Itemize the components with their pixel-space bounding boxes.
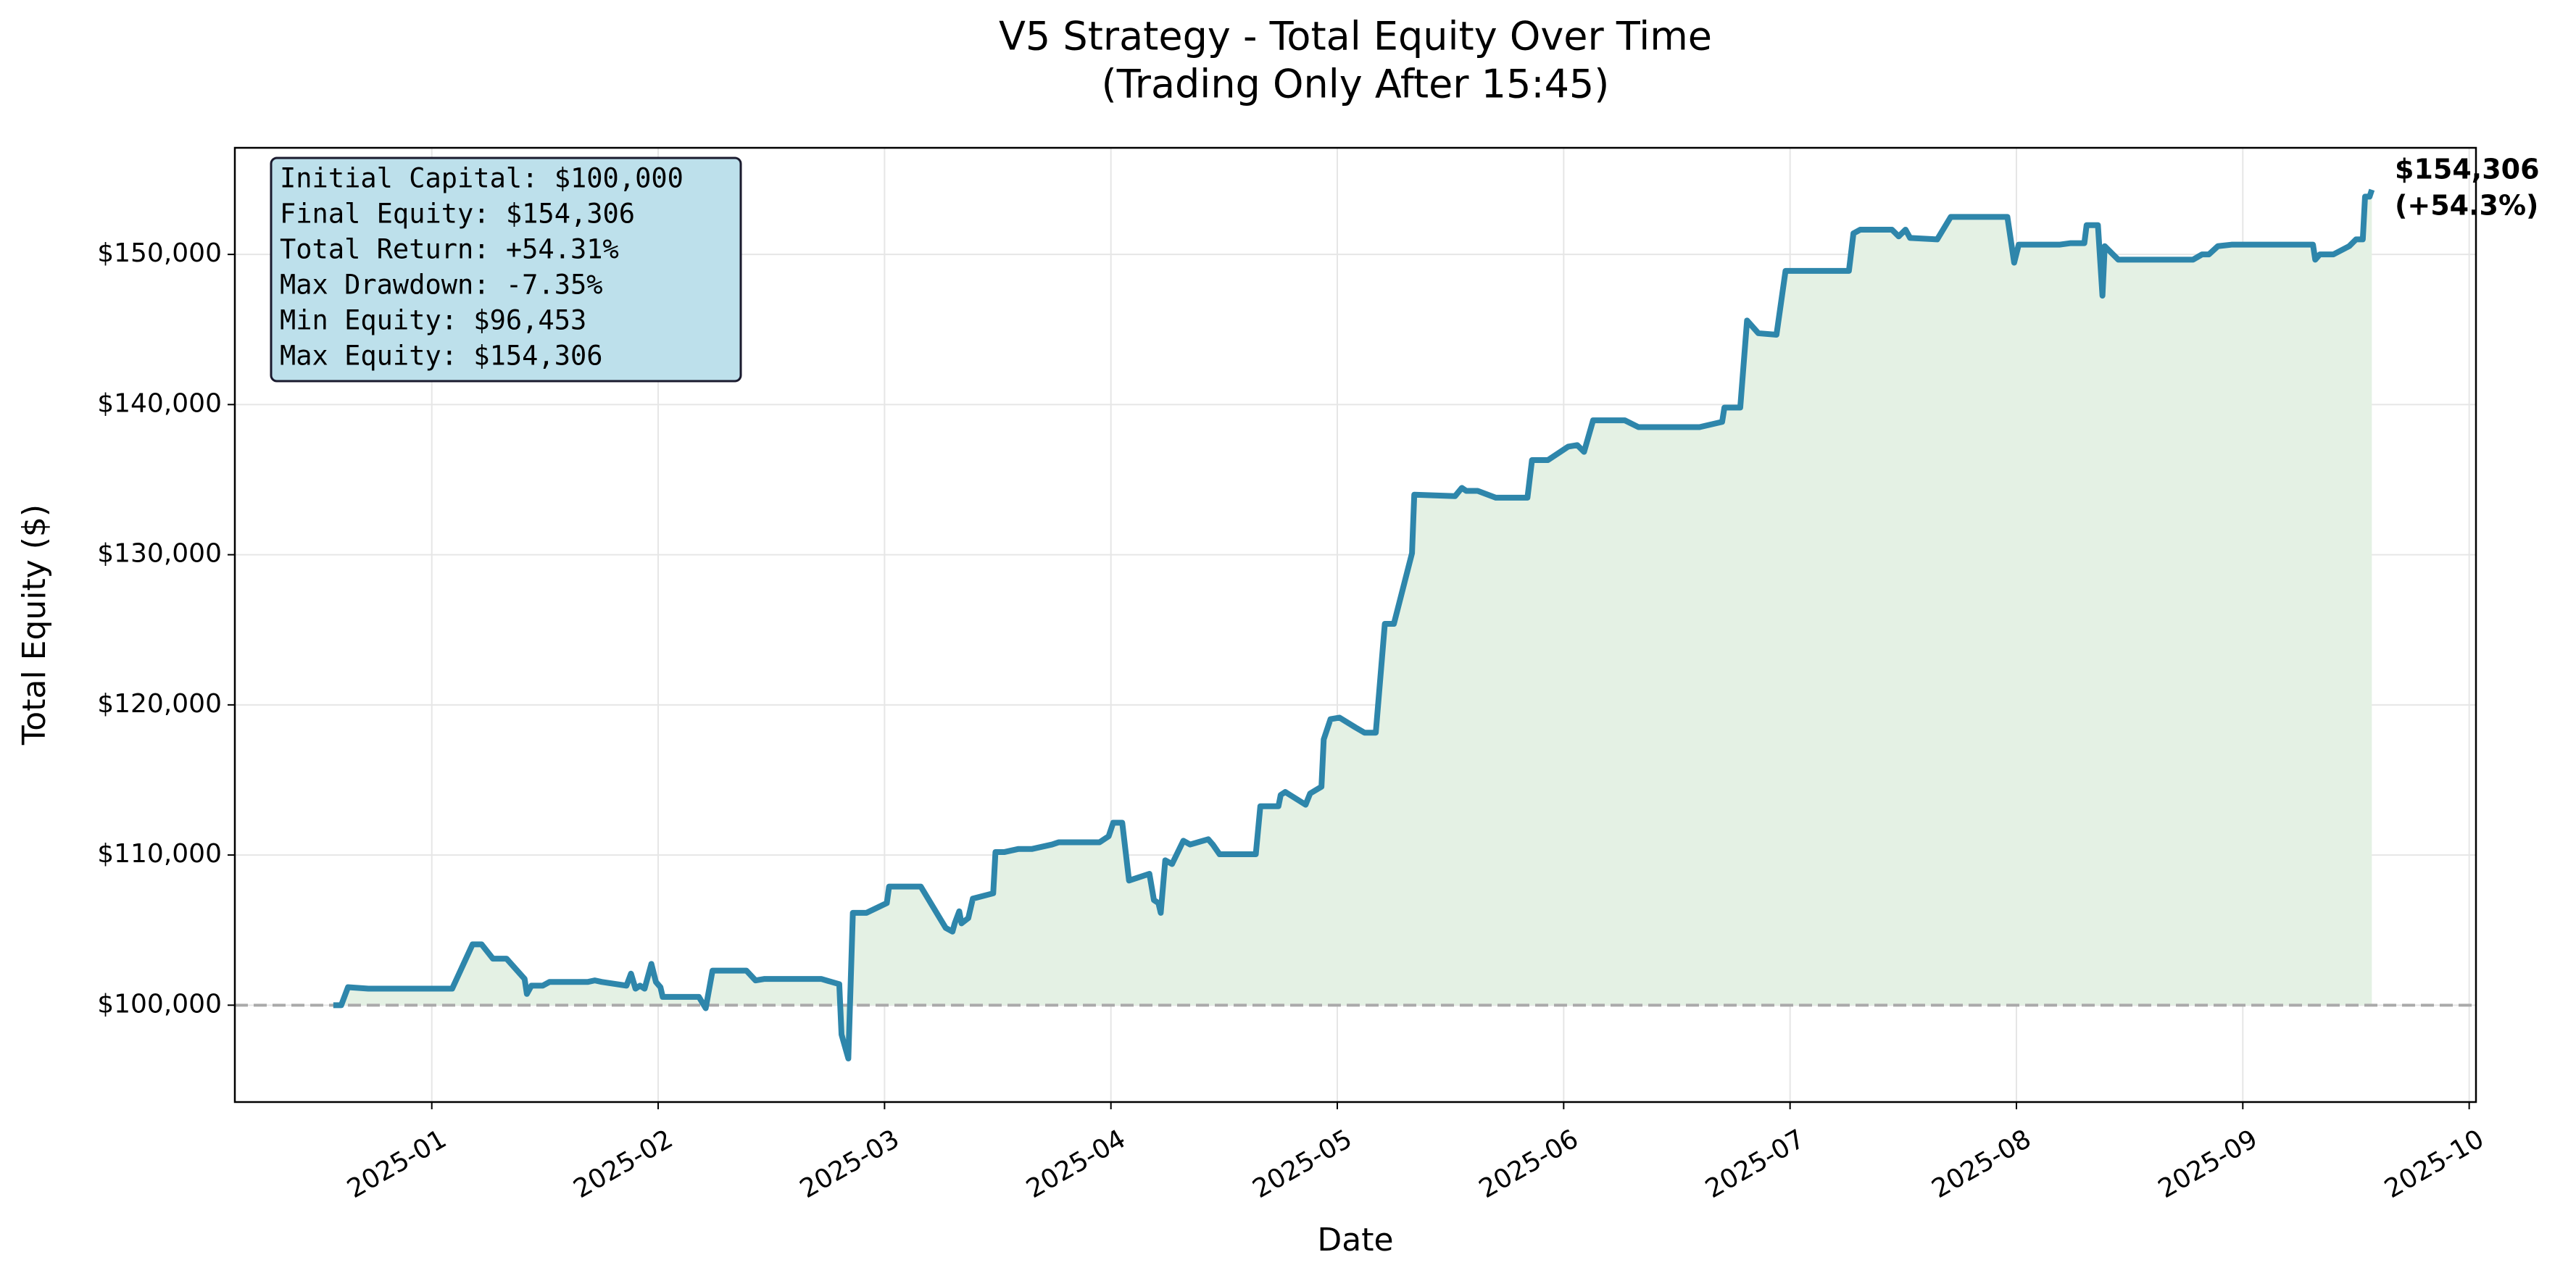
stats-line: Min Equity: $96,453 — [280, 305, 586, 336]
x-tick-label: 2025-03 — [795, 1124, 905, 1204]
x-tick-label: 2025-06 — [1474, 1124, 1584, 1204]
y-tick-label: $130,000 — [97, 539, 222, 569]
y-tick-label: $140,000 — [97, 388, 222, 418]
final-annotation: (+54.3%) — [2395, 190, 2538, 222]
y-axis-label: Total Equity ($) — [16, 504, 53, 746]
x-tick-label: 2025-07 — [1700, 1124, 1810, 1204]
x-tick-label: 2025-10 — [2380, 1124, 2489, 1204]
stats-line: Initial Capital: $100,000 — [280, 163, 684, 194]
x-tick-label: 2025-01 — [342, 1124, 452, 1204]
x-tick-label: 2025-08 — [1927, 1124, 2037, 1204]
final-annotation: $154,306 — [2395, 154, 2540, 185]
y-tick-label: $100,000 — [97, 989, 222, 1019]
y-tick-label: $150,000 — [97, 238, 222, 268]
chart-title: V5 Strategy - Total Equity Over Time — [999, 14, 1712, 59]
x-axis-label: Date — [1317, 1222, 1393, 1259]
area-fill — [333, 189, 2372, 1059]
x-tick-label: 2025-02 — [569, 1124, 678, 1204]
stats-line: Total Return: +54.31% — [280, 234, 619, 265]
x-tick-label: 2025-09 — [2153, 1124, 2263, 1204]
equity-line — [333, 188, 2375, 1061]
chart-subtitle: (Trading Only After 15:45) — [1102, 62, 1610, 107]
axes-frame — [233, 146, 2477, 1103]
x-tick-label: 2025-04 — [1021, 1124, 1131, 1204]
stats-line: Final Equity: $154,306 — [280, 199, 635, 230]
stats-box — [270, 157, 742, 383]
y-tick-label: $120,000 — [97, 689, 222, 719]
y-tick-label: $110,000 — [97, 839, 222, 869]
stats-line: Max Drawdown: -7.35% — [280, 270, 603, 301]
x-tick-label: 2025-05 — [1248, 1124, 1358, 1204]
stats-line: Max Equity: $154,306 — [280, 341, 603, 372]
